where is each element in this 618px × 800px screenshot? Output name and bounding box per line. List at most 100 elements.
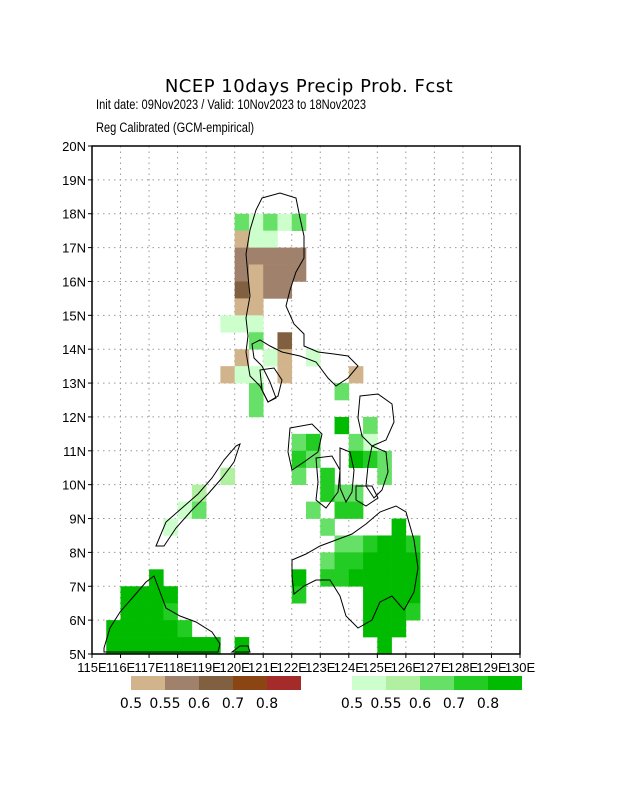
lat-tick-label: 17N: [62, 241, 86, 256]
prob-cell: [320, 518, 335, 536]
prob-cell: [177, 620, 193, 638]
prob-cell: [120, 637, 136, 655]
prob-cell: [163, 518, 178, 536]
prob-cell: [348, 433, 364, 452]
lon-tick-label: 117E: [134, 660, 164, 675]
prob-cell: [134, 603, 150, 621]
prob-cell: [263, 349, 278, 367]
prob-cell: [377, 603, 392, 621]
subtitle-dates: Init date: 09Nov2023 / Valid: 10Nov2023 …: [96, 97, 366, 112]
prob-cell: [220, 366, 235, 384]
prob-cell: [234, 315, 250, 333]
prob-cell: [248, 213, 264, 231]
prob-cell: [248, 383, 264, 401]
prob-cell: [306, 349, 321, 367]
prob-cell: [120, 586, 136, 604]
prob-cell: [320, 484, 335, 502]
prob-cell: [391, 603, 407, 621]
lon-tick-label: 125E: [362, 660, 393, 675]
prob-cell: [134, 637, 150, 655]
coastlines: [103, 192, 419, 653]
prob-cell: [263, 281, 278, 299]
prob-cell: [248, 281, 264, 299]
prob-cell: [120, 603, 136, 621]
prob-cell: [177, 637, 193, 655]
prob-cell: [191, 637, 207, 655]
prob-cell: [405, 569, 421, 587]
prob-cell: [377, 535, 392, 553]
prob-cell: [234, 366, 250, 384]
prob-cell: [291, 433, 307, 452]
prob-cell: [163, 603, 178, 621]
prob-cell: [106, 620, 121, 638]
prob-cell: [291, 467, 307, 485]
lat-tick-label: 19N: [62, 173, 86, 188]
legend-label: 0.7: [443, 696, 465, 712]
lat-tick-label: 9N: [69, 512, 86, 527]
prob-cell: [334, 552, 350, 570]
prob-cell: [263, 247, 278, 265]
prob-cell: [263, 230, 278, 248]
latitude-tick-labels: 20N 19N 18N 17N 16N 15N 14N 13N 12N 11N 10N 9N 8N 7N 6…: [62, 139, 92, 662]
map-title: NCEP 10days Precip Prob. Fcst: [164, 76, 454, 97]
prob-cell: [363, 586, 378, 604]
prob-cell: [149, 620, 164, 638]
prob-cell: [391, 518, 407, 536]
prob-cell: [320, 467, 335, 485]
lon-tick-label: 119E: [191, 660, 221, 675]
prob-cell: [149, 637, 164, 655]
lon-tick-label: 126E: [391, 660, 422, 675]
legend-swatch: [352, 676, 386, 690]
prob-cell: [149, 603, 164, 621]
prob-cell: [277, 332, 293, 350]
prob-cell: [106, 637, 121, 655]
prob-cell: [391, 535, 407, 553]
lat-tick-label: 20N: [62, 139, 86, 154]
prob-cell: [134, 620, 150, 638]
prob-cell: [377, 450, 392, 469]
prob-cell: [234, 264, 250, 282]
coast-borneo: [103, 575, 221, 653]
prob-cell: [348, 552, 364, 570]
coast-luzon: [245, 192, 359, 403]
prob-cell: [377, 552, 392, 570]
subtitle-method: Reg Calibrated (GCM-empirical): [96, 120, 255, 135]
prob-cell: [363, 569, 378, 587]
prob-cell: [248, 264, 264, 282]
prob-cell: [334, 535, 350, 553]
lon-tick-label: 128E: [448, 660, 479, 675]
legend-swatch: [165, 676, 199, 690]
lat-tick-label: 12N: [62, 410, 86, 425]
legend-label: 0.55: [370, 696, 401, 712]
prob-cell: [234, 230, 250, 248]
lat-tick-label: 8N: [69, 545, 86, 560]
coast-mindoro: [259, 367, 283, 403]
lat-tick-label: 7N: [69, 579, 86, 594]
lon-tick-label: 130E: [505, 660, 536, 675]
lon-tick-label: 115E: [77, 660, 107, 675]
lon-tick-label: 122E: [277, 660, 308, 675]
prob-cell: [363, 535, 378, 553]
prob-cell: [405, 535, 421, 553]
legend-label: 0.5: [120, 696, 142, 712]
legend-swatch: [488, 676, 522, 690]
legend-wet: 0.5 0.55 0.6 0.7 0.8: [341, 676, 522, 712]
prob-cell: [363, 552, 378, 570]
lon-tick-label: 116E: [106, 660, 136, 675]
legend-label: 0.8: [477, 696, 499, 712]
lat-tick-label: 11N: [63, 444, 86, 459]
prob-cell: [248, 247, 264, 265]
prob-cell: [220, 467, 235, 485]
legend-swatch: [454, 676, 488, 690]
legend-label: 0.55: [149, 696, 180, 712]
legend-label: 0.8: [256, 696, 278, 712]
prob-cell: [405, 603, 421, 621]
legend-swatch: [386, 676, 420, 690]
lon-tick-label: 118E: [163, 660, 193, 675]
prob-cell: [248, 298, 264, 316]
legend-label: 0.6: [409, 696, 431, 712]
map-frame: [91, 145, 521, 655]
coast-negros: [315, 455, 341, 509]
prob-cell: [348, 535, 364, 553]
lat-tick-label: 5N: [69, 647, 86, 662]
